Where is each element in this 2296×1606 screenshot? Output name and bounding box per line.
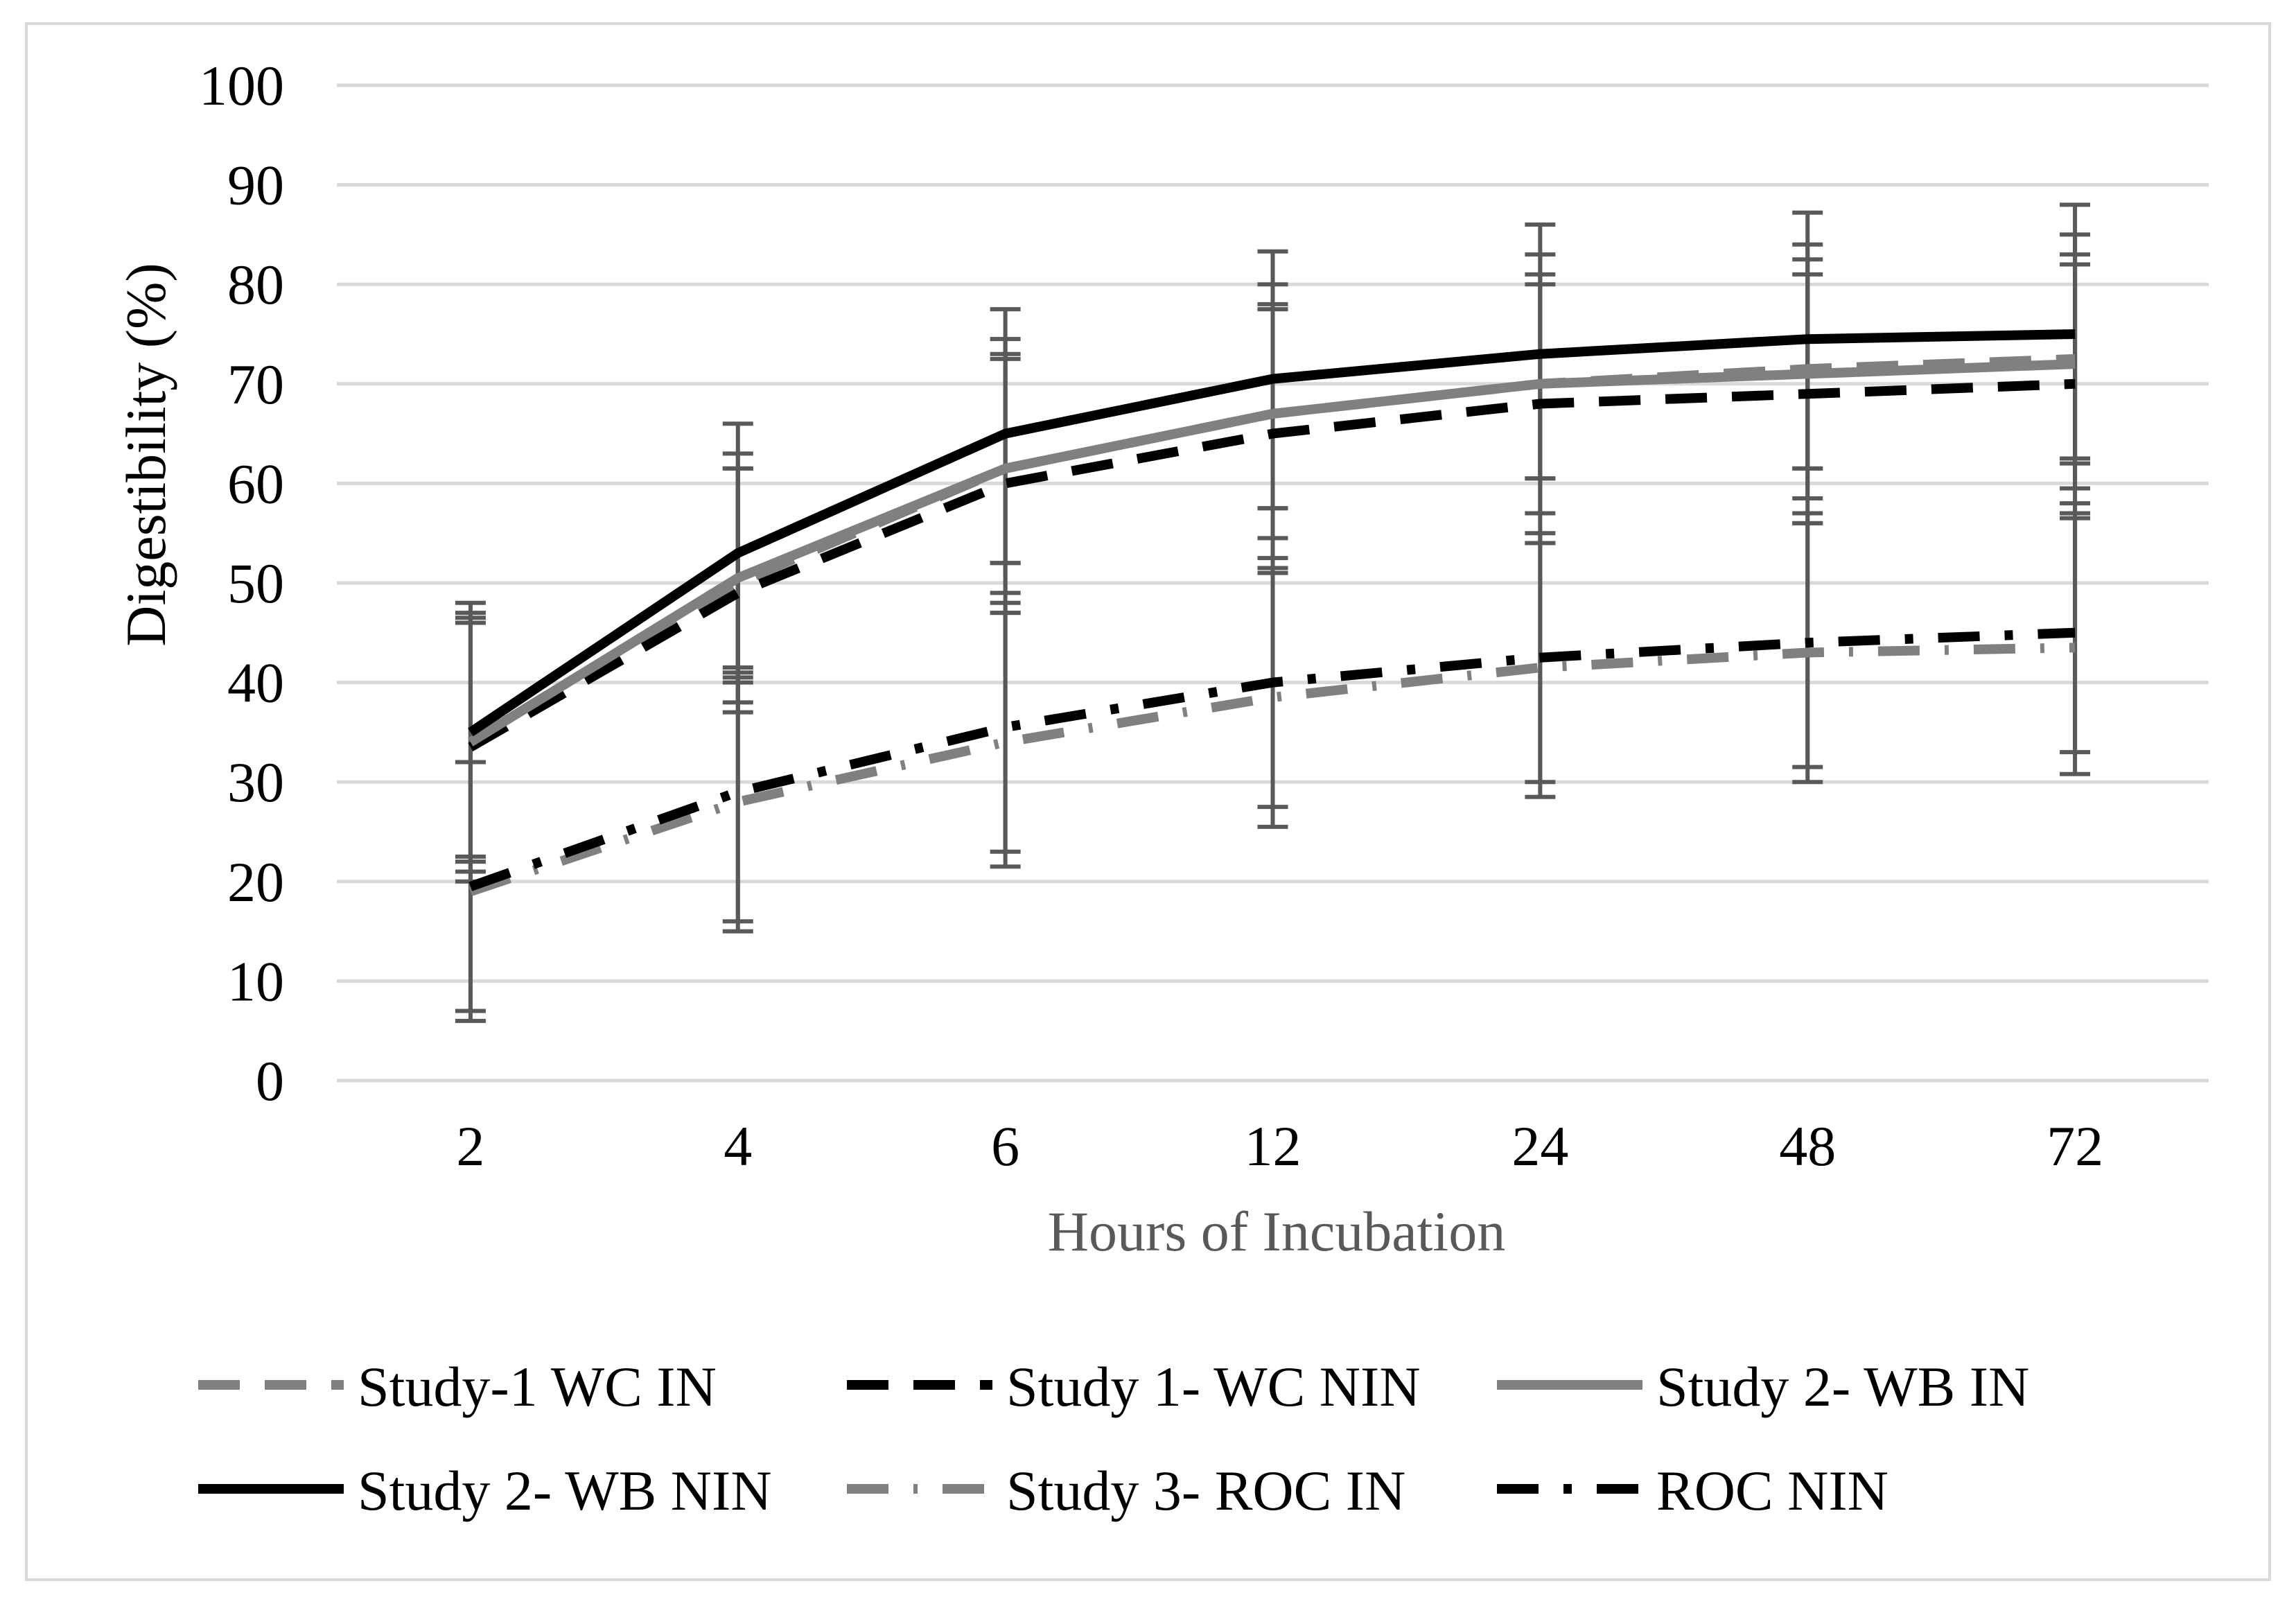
series-line-6 (468, 627, 2076, 891)
y-tick-label: 80 (227, 253, 284, 316)
legend-label: Study 3- ROC IN (1006, 1459, 1405, 1522)
y-tick-label: 70 (227, 353, 284, 416)
legend-label: Study 2- WB NIN (358, 1459, 772, 1522)
y-tick-label: 30 (227, 751, 284, 814)
legend-label: ROC NIN (1656, 1459, 1888, 1522)
x-tick-label: 6 (991, 1115, 1019, 1178)
y-tick-label: 60 (227, 452, 284, 515)
legend-item: ROC NIN (1497, 1459, 1888, 1522)
x-tick-label: 48 (1779, 1115, 1836, 1178)
y-tick-label: 10 (227, 950, 284, 1013)
error-bar (722, 665, 753, 924)
x-tick-label: 72 (2047, 1115, 2103, 1178)
series-line-2 (468, 378, 2076, 751)
series-line-5 (468, 643, 2076, 896)
legend-item: Study 3- ROC IN (847, 1459, 1405, 1522)
x-tick-labels: 2 4 6 12 24 48 72 (456, 1115, 2103, 1178)
y-tick-label: 100 (199, 54, 284, 117)
error-bar (990, 600, 1021, 854)
x-axis-title: Hours of Incubation (1048, 1200, 1505, 1263)
x-tick-label: 12 (1245, 1115, 1302, 1178)
y-tick-label: 0 (256, 1049, 284, 1112)
x-tick-label: 24 (1511, 1115, 1568, 1178)
error-bar (2060, 501, 2091, 755)
legend: Study-1 WC IN Study 1- WC NIN Study 2- WB … (198, 1355, 2029, 1522)
y-tick-labels: 0 10 20 30 40 50 60 70 80 90 100 (199, 54, 284, 1112)
series-lines (468, 329, 2076, 896)
legend-item: Study-1 WC IN (198, 1355, 717, 1418)
x-tick-label: 4 (724, 1115, 752, 1178)
x-tick-label: 2 (456, 1115, 484, 1178)
legend-label: Study 2- WB IN (1656, 1355, 2029, 1418)
series-line-4 (468, 329, 2076, 737)
y-tick-label: 50 (227, 552, 284, 615)
chart-frame: 0 10 20 30 40 50 60 70 80 90 100 2 4 6 12 24 48 72 Diges… (25, 22, 2271, 1581)
legend-item: Study 2- WB NIN (198, 1459, 772, 1522)
y-tick-label: 90 (227, 154, 284, 217)
legend-label: Study-1 WC IN (358, 1355, 717, 1418)
legend-item: Study 2- WB IN (1497, 1355, 2029, 1418)
legend-item: Study 1- WC NIN (847, 1355, 1421, 1418)
series-line-3 (468, 359, 2076, 747)
y-tick-label: 20 (227, 850, 284, 914)
legend-label: Study 1- WC NIN (1006, 1355, 1421, 1418)
y-axis-title: Digestibility (%) (114, 263, 177, 646)
y-tick-label: 40 (227, 652, 284, 715)
